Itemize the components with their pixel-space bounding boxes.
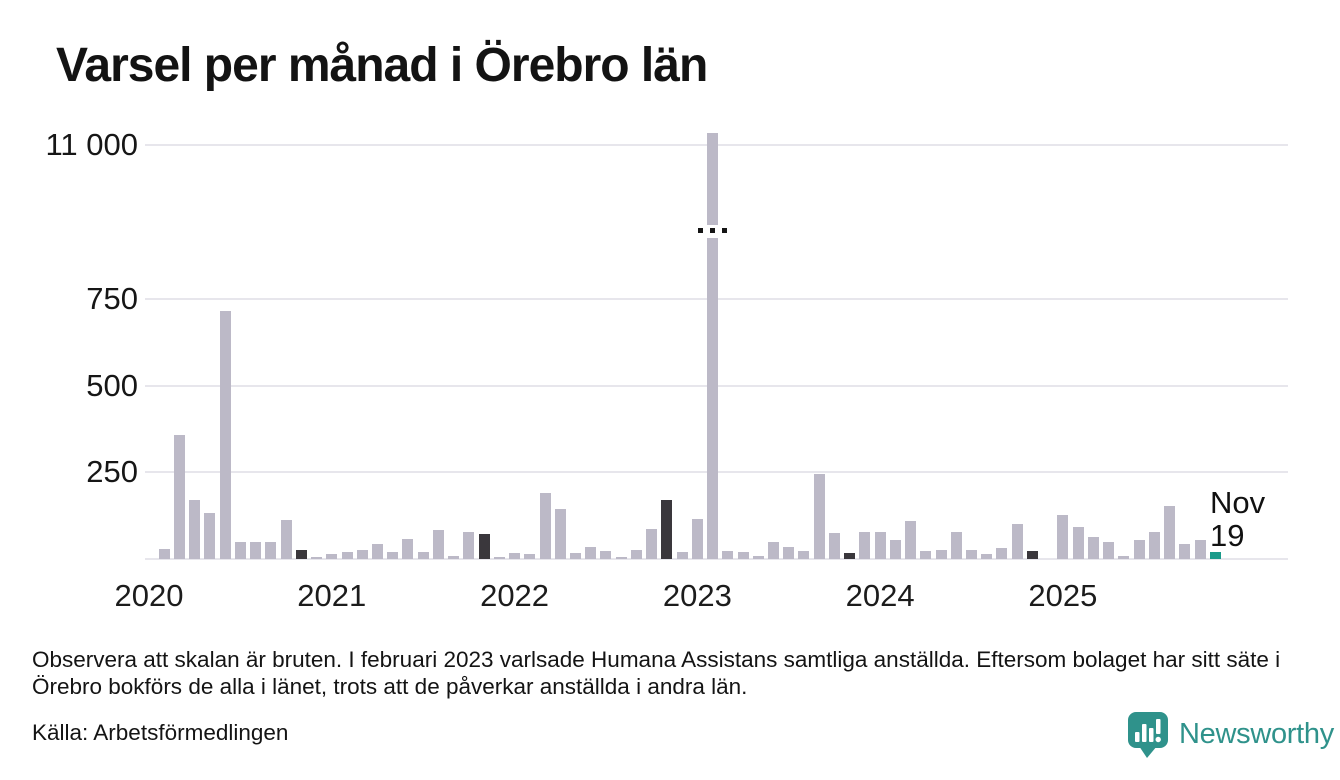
bar-2021-05 — [387, 551, 399, 559]
axis-break-dots — [698, 228, 728, 233]
y-tick-label: 11 000 — [45, 127, 138, 162]
chart-title: Varsel per månad i Örebro län — [56, 39, 708, 92]
bar-2024-05 — [935, 549, 947, 559]
bar-2020-04 — [189, 500, 201, 559]
bar-2021-11 — [478, 533, 490, 559]
x-tick-label-2021: 2021 — [297, 578, 367, 613]
bar-2024-04 — [920, 551, 932, 559]
bar-2021-03 — [356, 549, 368, 559]
bar-2022-10 — [646, 528, 658, 559]
bar-2022-02 — [524, 554, 536, 559]
bar-2023-06 — [768, 541, 779, 559]
bar-2022-03 — [539, 493, 551, 559]
bar-2024-02 — [889, 539, 901, 559]
bar-2021-10 — [463, 531, 475, 559]
bar-2023-01 — [691, 519, 703, 559]
bar-2022-12 — [676, 552, 688, 559]
bar-2022-01 — [509, 553, 521, 559]
bar-2025-06 — [1133, 539, 1145, 559]
bar-2023-03 — [722, 551, 734, 559]
x-tick-label-2020: 2020 — [114, 578, 184, 613]
annotation-month-label: Nov — [1210, 485, 1266, 520]
newsworthy-logo: Newsworthy — [1126, 710, 1334, 759]
bar-2023-05 — [752, 555, 764, 559]
bar-2020-05 — [204, 512, 216, 559]
bar-2025-10 — [1194, 539, 1206, 559]
bar-2022-06 — [585, 546, 597, 559]
bar-2024-09 — [996, 547, 1008, 559]
bar-2024-11 — [1026, 551, 1038, 559]
bar-2025-05 — [1118, 555, 1130, 559]
bar-2020-10 — [280, 520, 292, 559]
latest-value-annotation: Nov 19 — [1210, 486, 1265, 552]
bar-2025-02 — [1072, 527, 1084, 559]
x-tick-label-2025: 2025 — [1028, 578, 1098, 613]
break-dot — [722, 228, 728, 233]
bar-2023-12 — [859, 531, 871, 559]
bar-2023-07 — [783, 546, 795, 559]
bar-2025-08 — [1164, 505, 1176, 559]
y-tick-label: 750 — [86, 280, 138, 316]
x-tick-label-2024: 2024 — [845, 578, 915, 613]
bar-2022-07 — [600, 551, 612, 559]
bar-2020-08 — [250, 541, 262, 559]
bar-2024-07 — [966, 549, 978, 559]
bar-2020-09 — [265, 541, 277, 559]
bar-2020-02 — [158, 548, 170, 559]
bar-2024-08 — [981, 554, 993, 559]
bar-2020-07 — [234, 541, 246, 559]
bar-2021-12 — [493, 557, 505, 559]
bar-2022-04 — [554, 509, 566, 559]
bar-2020-11 — [295, 550, 307, 559]
bar-2021-07 — [417, 551, 429, 559]
bar-2022-08 — [615, 557, 627, 559]
bar-2022-11 — [661, 500, 673, 559]
x-tick-label-2022: 2022 — [480, 578, 550, 613]
bar-2023-10 — [828, 532, 840, 559]
break-dot — [710, 228, 716, 233]
bar-2023-11 — [844, 553, 856, 559]
bar-2024-06 — [950, 531, 962, 559]
bar-2025-01 — [1057, 515, 1069, 559]
bar-2021-04 — [371, 543, 383, 559]
bar-2022-05 — [569, 553, 581, 559]
bar-2020-06 — [219, 310, 231, 559]
bar-2020-12 — [311, 557, 323, 559]
bar-2025-04 — [1103, 542, 1115, 559]
bar-2021-01 — [326, 554, 338, 559]
annotation-value-label: 19 — [1210, 518, 1245, 553]
bar-2025-11 — [1209, 552, 1221, 559]
bar-2021-02 — [341, 552, 353, 559]
bar-2021-06 — [402, 539, 414, 559]
bar-2023-04 — [737, 552, 749, 559]
footnote: Observera att skalan är bruten. I februa… — [32, 647, 1281, 699]
newsworthy-logo-icon — [1128, 712, 1168, 758]
y-tick-label: 500 — [86, 367, 138, 403]
newsworthy-logo-text: Newsworthy — [1179, 718, 1334, 750]
bar-2020-03 — [173, 434, 185, 559]
bar-2025-07 — [1148, 531, 1160, 559]
bar-2025-09 — [1179, 544, 1191, 559]
bar-2023-09 — [813, 473, 825, 559]
bar-2024-10 — [1011, 524, 1023, 559]
y-tick-label: 250 — [86, 454, 138, 490]
bar-2024-01 — [874, 532, 886, 559]
bar-2025-03 — [1087, 537, 1099, 559]
bar-2023-02-lower — [707, 238, 719, 559]
bar-2024-03 — [905, 520, 917, 559]
source-credit: Källa: Arbetsförmedlingen — [32, 720, 289, 745]
bar-2023-02-upper — [707, 133, 719, 225]
x-tick-label-2023: 2023 — [662, 578, 732, 613]
bar-2022-09 — [630, 549, 642, 559]
bar-2023-08 — [798, 551, 810, 559]
break-dot — [698, 228, 704, 233]
bar-2021-09 — [448, 555, 460, 559]
x-axis-line — [145, 558, 1288, 560]
bar-2021-08 — [432, 529, 444, 559]
